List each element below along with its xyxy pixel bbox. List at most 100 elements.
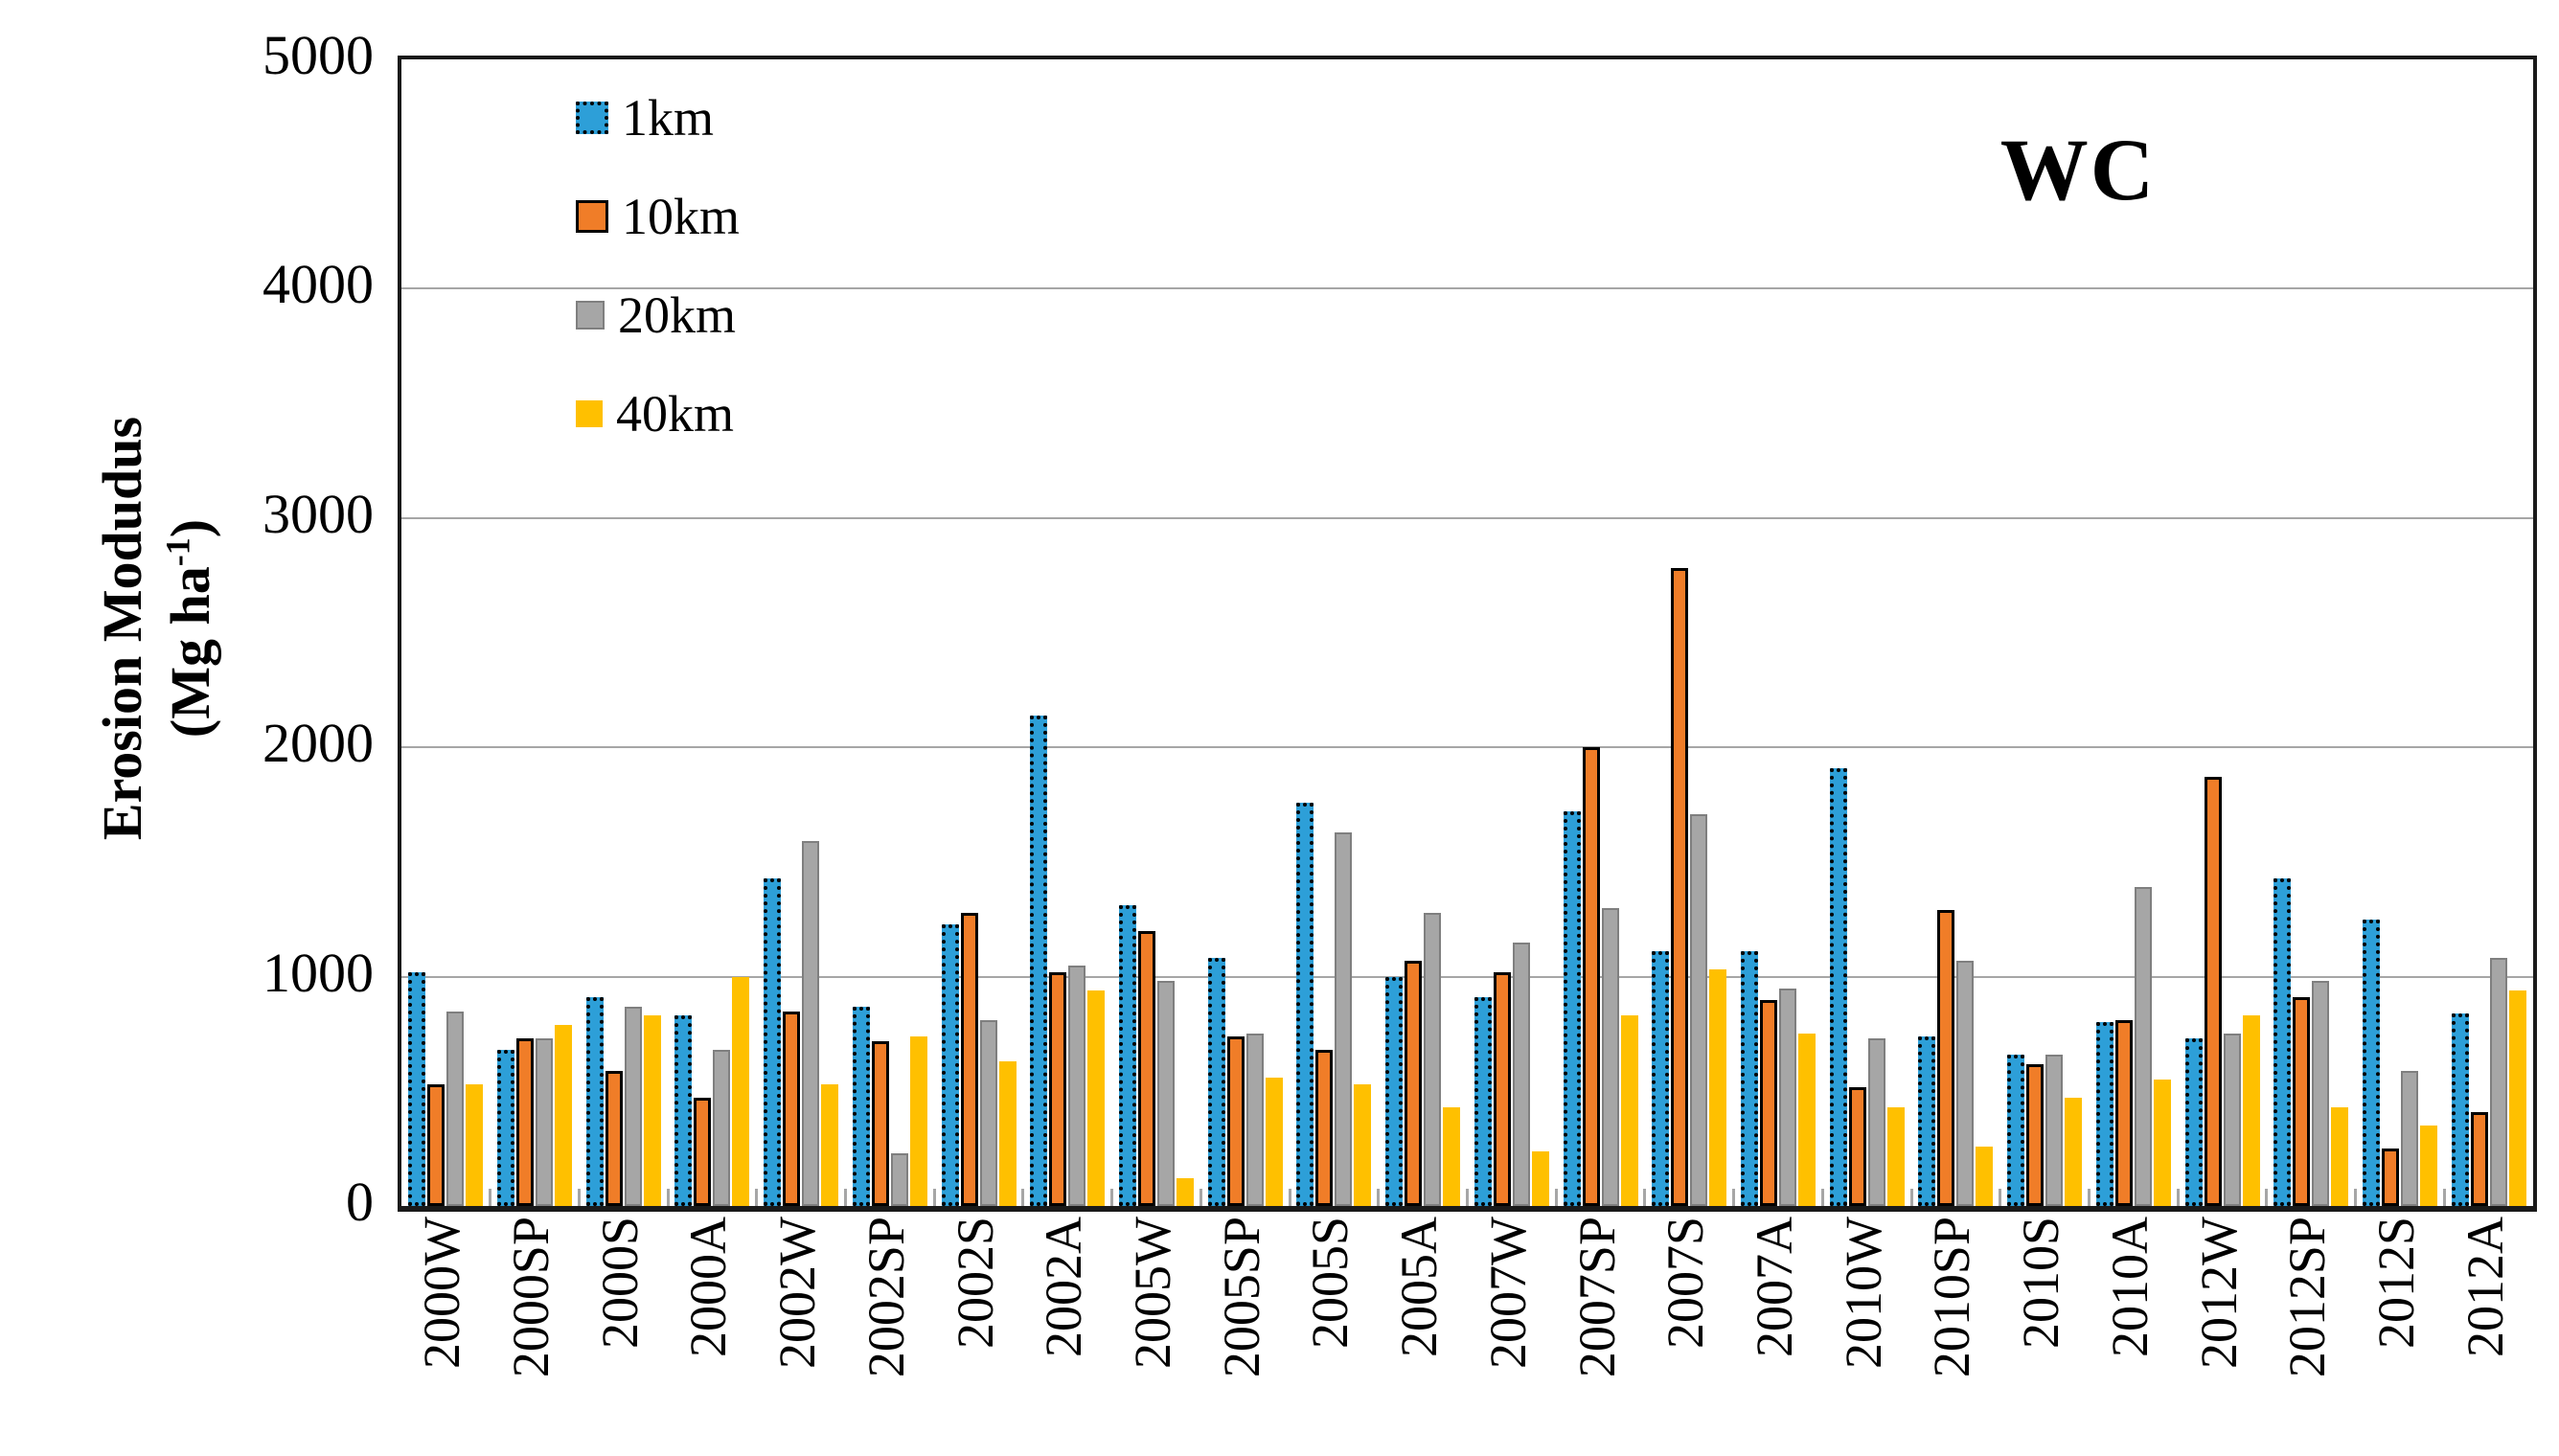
bar-2005A-40km [1443,1107,1461,1206]
bar-2010A-10km [2114,1020,2133,1206]
legend-swatch-1km [576,102,608,134]
bar-2000W-20km [446,1012,465,1206]
bar-2012W-20km [2223,1034,2241,1206]
legend-label-40km: 40km [616,385,735,443]
bar-2005S-10km [1315,1050,1334,1206]
x-tick-label-2000SP: 2000SP [502,1217,560,1378]
y-tick-label-0: 0 [346,1171,374,1233]
bar-2010S-20km [2045,1055,2064,1206]
x-tick-label-2012A: 2012A [2456,1217,2514,1357]
x-tick-label-2000S: 2000S [590,1217,649,1350]
x-tick-label-2012SP: 2012SP [2278,1217,2337,1378]
bar-2002A-1km [1030,716,1048,1206]
bar-2010A-1km [2095,1022,2113,1206]
x-axis-tick [2442,1189,2446,1206]
bar-2010S-10km [2026,1064,2045,1206]
bar-2002SP-20km [890,1153,908,1206]
bar-2010SP-10km [1937,910,1955,1206]
bar-2005A-1km [1385,977,1404,1206]
bar-2000SP-40km [555,1025,573,1206]
y-axis-title-line2: (Mg ha-1) [158,518,221,739]
legend-label-10km: 10km [622,188,741,245]
bar-2007SP-40km [1620,1015,1638,1206]
x-tick-label-2002A: 2002A [1035,1217,1093,1357]
x-tick-label-2005SP: 2005SP [1212,1217,1270,1378]
x-axis-tick [932,1189,936,1206]
bar-2010SP-40km [1976,1147,1994,1206]
bar-2002S-10km [960,913,978,1206]
bar-2007SP-10km [1582,747,1600,1206]
x-tick-label-2007W: 2007W [1478,1217,1537,1369]
bar-2002W-1km [764,878,782,1206]
bar-2005S-20km [1335,832,1353,1206]
bar-2005W-20km [1157,981,1176,1206]
x-tick-label-2002SP: 2002SP [857,1217,915,1378]
bar-2012S-1km [2362,920,2380,1206]
plot-area: WC 1km 10km 20km 40km [398,56,2537,1212]
y-axis-title-line1: Erosion Modudus [91,416,153,841]
bar-2007S-10km [1671,568,1689,1206]
bar-2000A-1km [674,1015,693,1206]
bar-2005SP-10km [1226,1036,1245,1206]
bar-2005S-1km [1296,803,1314,1206]
x-axis-tick [1021,1189,1025,1206]
x-axis-tick [2265,1189,2269,1206]
x-tick-label-2000A: 2000A [679,1217,738,1357]
x-tick-label-2012W: 2012W [2189,1217,2248,1369]
bar-2010A-20km [2134,887,2152,1206]
legend-item-40km: 40km [576,385,740,443]
x-axis-tick [1377,1189,1381,1206]
x-axis-tick [1466,1189,1469,1206]
y-tick-label-5000: 5000 [263,24,374,86]
x-axis-tick [577,1189,581,1206]
bar-2007W-1km [1474,997,1492,1206]
y-tick-label-2000: 2000 [263,712,374,775]
bar-2010W-20km [1867,1038,1885,1206]
bar-2012SP-1km [2273,878,2292,1206]
bar-2002A-40km [1087,990,1106,1206]
chart-title: WC [1999,121,2157,218]
x-tick-label-2005A: 2005A [1390,1217,1449,1357]
bar-2012S-20km [2400,1071,2418,1206]
legend-label-20km: 20km [618,286,737,344]
x-tick-label-2007SP: 2007SP [1567,1217,1626,1378]
bar-2002S-40km [998,1061,1017,1206]
bar-2000A-40km [732,977,750,1206]
bar-2010W-40km [1886,1107,1905,1206]
x-axis-tick [2176,1189,2180,1206]
bar-2012S-10km [2381,1149,2399,1206]
x-axis-tick [1820,1189,1824,1206]
bar-2005SP-40km [1265,1078,1283,1206]
bar-2010W-10km [1848,1087,1866,1206]
bar-2007A-40km [1797,1034,1816,1206]
bar-2012SP-20km [2312,981,2330,1206]
bar-2000A-10km [694,1098,712,1206]
x-tick-label-2005W: 2005W [1124,1217,1182,1369]
bar-2010SP-20km [1956,961,1975,1206]
x-axis-tick [1999,1189,2002,1206]
bar-2012S-40km [2419,1126,2437,1206]
x-axis-tick [1732,1189,1736,1206]
bar-2005SP-1km [1207,958,1225,1206]
y-tick-label-4000: 4000 [263,253,374,316]
bar-2012A-10km [2470,1112,2488,1206]
gridline-1000 [401,975,2533,978]
bar-2010S-1km [2007,1055,2025,1206]
bar-2000W-1km [408,972,426,1206]
bar-2007S-1km [1652,951,1670,1206]
gridline-4000 [401,287,2533,290]
legend-item-1km: 1km [576,92,740,144]
x-axis-tick [1199,1189,1202,1206]
legend-swatch-10km [576,200,608,233]
bar-2000SP-1km [497,1050,515,1206]
bar-2000S-10km [605,1071,623,1206]
bar-2000SP-10km [516,1038,535,1206]
x-tick-label-2005S: 2005S [1301,1217,1359,1350]
x-tick-label-2000W: 2000W [413,1217,471,1369]
legend-swatch-20km [576,301,605,330]
bar-2005SP-20km [1245,1034,1264,1206]
bar-2007A-20km [1778,989,1796,1206]
y-tick-label-1000: 1000 [263,941,374,1004]
bar-2010SP-1km [1918,1036,1936,1206]
